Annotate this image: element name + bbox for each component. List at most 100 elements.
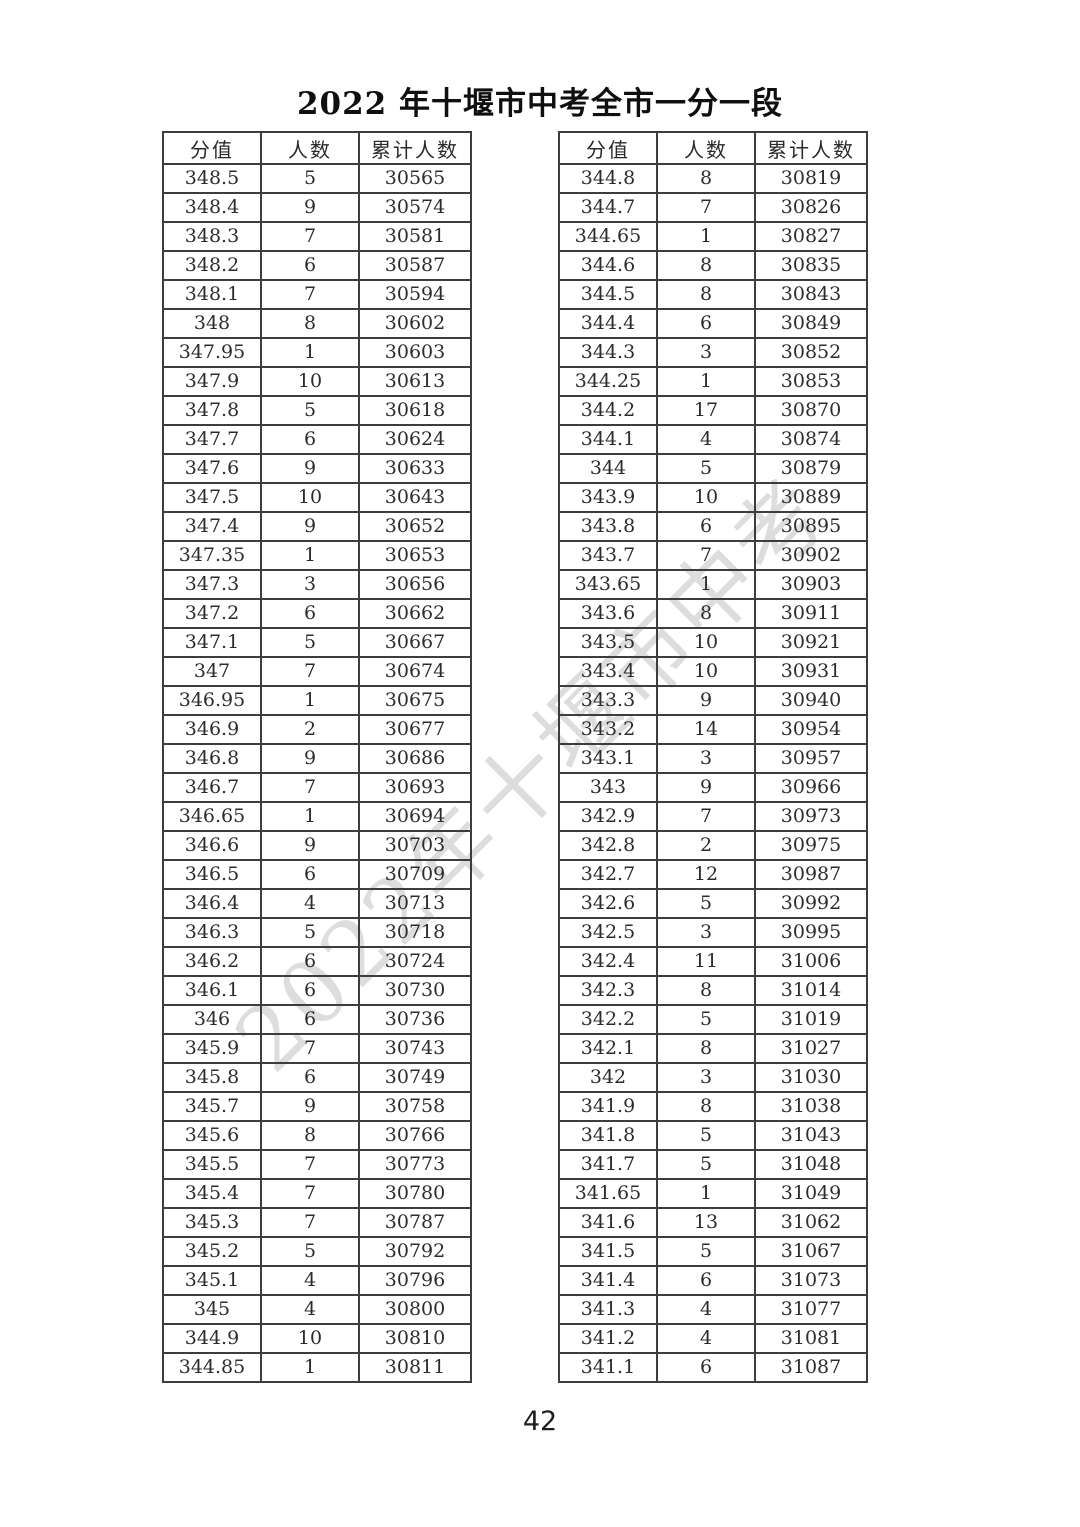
cumulative-cell: 30652: [358, 511, 472, 542]
count-cell: 1: [260, 540, 360, 571]
count-cell: 5: [656, 453, 756, 484]
cumulative-cell: 30987: [754, 859, 868, 890]
score-cell: 345.2: [162, 1236, 262, 1267]
cumulative-cell: 30902: [754, 540, 868, 571]
table-row: 347.2 6 30662: [162, 598, 472, 629]
cumulative-cell: 30826: [754, 192, 868, 223]
score-cell: 342.3: [558, 975, 658, 1006]
table-row: 345.3 7 30787: [162, 1207, 472, 1238]
count-cell: 9: [260, 192, 360, 223]
score-cell: 345.3: [162, 1207, 262, 1238]
score-cell: 345.4: [162, 1178, 262, 1209]
count-cell: 7: [260, 1033, 360, 1064]
cumulative-cell: 30973: [754, 801, 868, 832]
cumulative-cell: 30749: [358, 1062, 472, 1093]
count-cell: 6: [260, 975, 360, 1006]
score-cell: 341.4: [558, 1265, 658, 1296]
table-row: 344.9 10 30810: [162, 1323, 472, 1354]
cumulative-cell: 31067: [754, 1236, 868, 1267]
score-cell: 347.6: [162, 453, 262, 484]
table-row: 341.1 6 31087: [558, 1352, 868, 1383]
table-row: 344.7 7 30826: [558, 192, 868, 223]
count-cell: 10: [656, 656, 756, 687]
score-cell: 344.6: [558, 250, 658, 281]
score-cell: 347.9: [162, 366, 262, 397]
col-header-count: 人数: [656, 131, 756, 165]
table-row: 344.3 3 30852: [558, 337, 868, 368]
table-row: 341.3 4 31077: [558, 1294, 868, 1325]
cumulative-cell: 31043: [754, 1120, 868, 1151]
count-cell: 14: [656, 714, 756, 745]
count-cell: 7: [260, 221, 360, 252]
score-cell: 344.3: [558, 337, 658, 368]
score-cell: 345: [162, 1294, 262, 1325]
table-row: 342.2 5 31019: [558, 1004, 868, 1035]
table-row: 346.6 9 30703: [162, 830, 472, 861]
score-cell: 341.1: [558, 1352, 658, 1383]
cumulative-cell: 30581: [358, 221, 472, 252]
cumulative-cell: 30792: [358, 1236, 472, 1267]
table-row: 344.65 1 30827: [558, 221, 868, 252]
cumulative-cell: 30773: [358, 1149, 472, 1180]
table-row: 346.95 1 30675: [162, 685, 472, 716]
table-row: 347.7 6 30624: [162, 424, 472, 455]
score-cell: 347.1: [162, 627, 262, 658]
count-cell: 2: [260, 714, 360, 745]
score-cell: 342.5: [558, 917, 658, 948]
score-cell: 343: [558, 772, 658, 803]
score-cell: 341.5: [558, 1236, 658, 1267]
count-cell: 5: [260, 395, 360, 426]
score-cell: 343.5: [558, 627, 658, 658]
cumulative-cell: 30594: [358, 279, 472, 310]
table-row: 345.5 7 30773: [162, 1149, 472, 1180]
table-row: 344.8 8 30819: [558, 163, 868, 194]
table-row: 346.9 2 30677: [162, 714, 472, 745]
count-cell: 8: [656, 279, 756, 310]
cumulative-cell: 31048: [754, 1149, 868, 1180]
table-row: 343.1 3 30957: [558, 743, 868, 774]
cumulative-cell: 30662: [358, 598, 472, 629]
table-row: 345.1 4 30796: [162, 1265, 472, 1296]
table-row: 348 8 30602: [162, 308, 472, 339]
cumulative-cell: 30743: [358, 1033, 472, 1064]
table-row: 346.8 9 30686: [162, 743, 472, 774]
score-cell: 347.95: [162, 337, 262, 368]
table-row: 341.5 5 31067: [558, 1236, 868, 1267]
cumulative-cell: 31006: [754, 946, 868, 977]
count-cell: 6: [656, 511, 756, 542]
count-cell: 4: [260, 888, 360, 919]
score-cell: 347.35: [162, 540, 262, 571]
cumulative-cell: 30787: [358, 1207, 472, 1238]
table-row: 347.8 5 30618: [162, 395, 472, 426]
count-cell: 7: [260, 772, 360, 803]
score-cell: 345.1: [162, 1265, 262, 1296]
table-header-row: 分值 人数 累计人数: [558, 131, 868, 165]
cumulative-cell: 30903: [754, 569, 868, 600]
cumulative-cell: 31049: [754, 1178, 868, 1209]
cumulative-cell: 30633: [358, 453, 472, 484]
score-cell: 344.65: [558, 221, 658, 252]
table-row: 348.5 5 30565: [162, 163, 472, 194]
table-row: 343.9 10 30889: [558, 482, 868, 513]
count-cell: 9: [260, 453, 360, 484]
score-cell: 341.7: [558, 1149, 658, 1180]
count-cell: 5: [260, 627, 360, 658]
cumulative-cell: 30565: [358, 163, 472, 194]
score-cell: 342: [558, 1062, 658, 1093]
score-cell: 342.2: [558, 1004, 658, 1035]
count-cell: 6: [260, 250, 360, 281]
cumulative-cell: 30675: [358, 685, 472, 716]
table-row: 344.6 8 30835: [558, 250, 868, 281]
cumulative-cell: 30940: [754, 685, 868, 716]
table-row: 345.6 8 30766: [162, 1120, 472, 1151]
cumulative-cell: 30800: [358, 1294, 472, 1325]
table-row: 342.9 7 30973: [558, 801, 868, 832]
cumulative-cell: 30736: [358, 1004, 472, 1035]
table-row: 342.4 11 31006: [558, 946, 868, 977]
cumulative-cell: 31019: [754, 1004, 868, 1035]
score-cell: 347.3: [162, 569, 262, 600]
count-cell: 9: [260, 1091, 360, 1122]
count-cell: 8: [260, 1120, 360, 1151]
cumulative-cell: 30975: [754, 830, 868, 861]
count-cell: 6: [260, 946, 360, 977]
